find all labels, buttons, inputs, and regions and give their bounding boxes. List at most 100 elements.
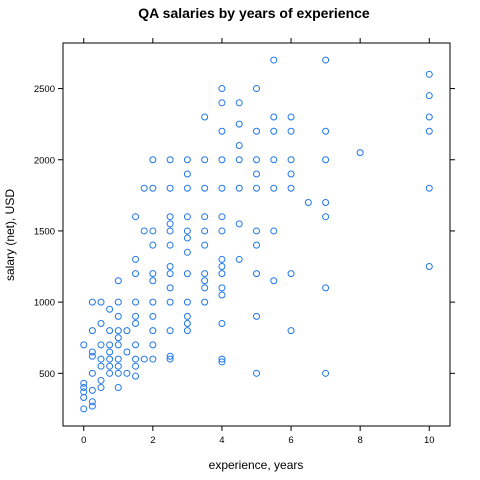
data-point bbox=[425, 113, 433, 121]
data-point bbox=[88, 386, 96, 394]
data-point bbox=[201, 298, 209, 306]
data-point bbox=[106, 341, 114, 349]
data-point bbox=[270, 56, 278, 64]
data-point bbox=[183, 327, 191, 335]
data-point bbox=[322, 198, 330, 206]
data-point bbox=[149, 312, 157, 320]
data-point bbox=[287, 156, 295, 164]
data-point bbox=[253, 312, 260, 320]
data-point bbox=[235, 142, 243, 150]
data-point bbox=[253, 270, 260, 278]
data-point bbox=[253, 227, 260, 235]
data-point bbox=[149, 298, 157, 306]
data-point bbox=[88, 352, 96, 360]
data-point bbox=[218, 270, 226, 278]
data-point bbox=[425, 127, 433, 135]
data-point bbox=[235, 184, 243, 192]
data-point bbox=[270, 277, 278, 285]
data-point bbox=[123, 327, 131, 335]
data-point bbox=[322, 156, 330, 164]
data-point bbox=[253, 241, 260, 249]
data-point bbox=[253, 127, 260, 135]
y-tick-label: 2000 bbox=[34, 155, 55, 166]
data-point bbox=[88, 369, 96, 377]
data-point bbox=[132, 372, 140, 380]
data-point bbox=[149, 227, 157, 235]
data-point bbox=[218, 127, 226, 135]
data-point bbox=[106, 362, 114, 370]
data-point bbox=[140, 355, 148, 363]
data-point bbox=[218, 85, 226, 93]
data-point bbox=[201, 284, 209, 292]
data-point bbox=[235, 156, 243, 164]
x-tick-label: 0 bbox=[81, 435, 86, 446]
data-point bbox=[166, 270, 174, 278]
data-point bbox=[218, 255, 226, 263]
data-point bbox=[114, 369, 122, 377]
data-point bbox=[183, 312, 191, 320]
data-point bbox=[149, 327, 157, 335]
data-point bbox=[123, 348, 131, 356]
data-point bbox=[270, 184, 278, 192]
chart-title: QA salaries by years of experience bbox=[138, 5, 370, 21]
data-point bbox=[270, 113, 278, 121]
data-point bbox=[166, 355, 174, 363]
data-point bbox=[253, 170, 260, 178]
data-point bbox=[149, 241, 157, 249]
data-point bbox=[287, 270, 295, 278]
y-axis-label: salary (net), USD bbox=[3, 189, 17, 281]
data-point bbox=[140, 227, 148, 235]
data-point bbox=[201, 184, 209, 192]
data-point bbox=[322, 213, 330, 221]
data-point bbox=[287, 113, 295, 121]
data-point bbox=[132, 341, 140, 349]
data-point bbox=[183, 156, 191, 164]
data-point bbox=[88, 402, 96, 410]
data-point bbox=[166, 263, 174, 271]
data-point bbox=[425, 70, 433, 78]
data-point bbox=[253, 184, 260, 192]
data-point bbox=[149, 270, 157, 278]
data-point bbox=[97, 355, 105, 363]
data-point bbox=[166, 241, 174, 249]
y-tick-label: 2500 bbox=[34, 84, 55, 95]
data-point bbox=[201, 113, 209, 121]
data-point bbox=[97, 298, 105, 306]
data-point bbox=[88, 348, 96, 356]
data-point bbox=[166, 298, 174, 306]
data-point bbox=[132, 355, 140, 363]
data-point bbox=[201, 227, 209, 235]
data-point bbox=[132, 255, 140, 263]
data-point bbox=[114, 341, 122, 349]
data-point bbox=[218, 358, 226, 366]
y-tick-label: 1500 bbox=[34, 226, 55, 237]
x-axis: 0 2 4 6 8 10 bbox=[81, 38, 435, 446]
data-point bbox=[183, 270, 191, 278]
data-point bbox=[425, 263, 433, 271]
plot-frame bbox=[62, 42, 451, 427]
data-point bbox=[132, 362, 140, 370]
data-point bbox=[183, 234, 191, 242]
data-point bbox=[166, 220, 174, 228]
data-point bbox=[149, 277, 157, 285]
data-point bbox=[166, 156, 174, 164]
data-points bbox=[80, 56, 433, 413]
data-point bbox=[356, 149, 364, 157]
data-point bbox=[218, 213, 226, 221]
data-point bbox=[218, 291, 226, 299]
data-point bbox=[106, 355, 114, 363]
data-point bbox=[201, 241, 209, 249]
data-point bbox=[132, 298, 140, 306]
data-point bbox=[253, 85, 260, 93]
data-point bbox=[201, 156, 209, 164]
data-point bbox=[218, 227, 226, 235]
x-tick-label: 8 bbox=[358, 435, 363, 446]
data-point bbox=[132, 319, 140, 327]
data-point bbox=[201, 277, 209, 285]
data-point bbox=[88, 298, 96, 306]
data-point bbox=[235, 120, 243, 128]
data-point bbox=[270, 227, 278, 235]
data-point bbox=[218, 263, 226, 271]
data-point bbox=[322, 284, 330, 292]
data-point bbox=[149, 341, 157, 349]
